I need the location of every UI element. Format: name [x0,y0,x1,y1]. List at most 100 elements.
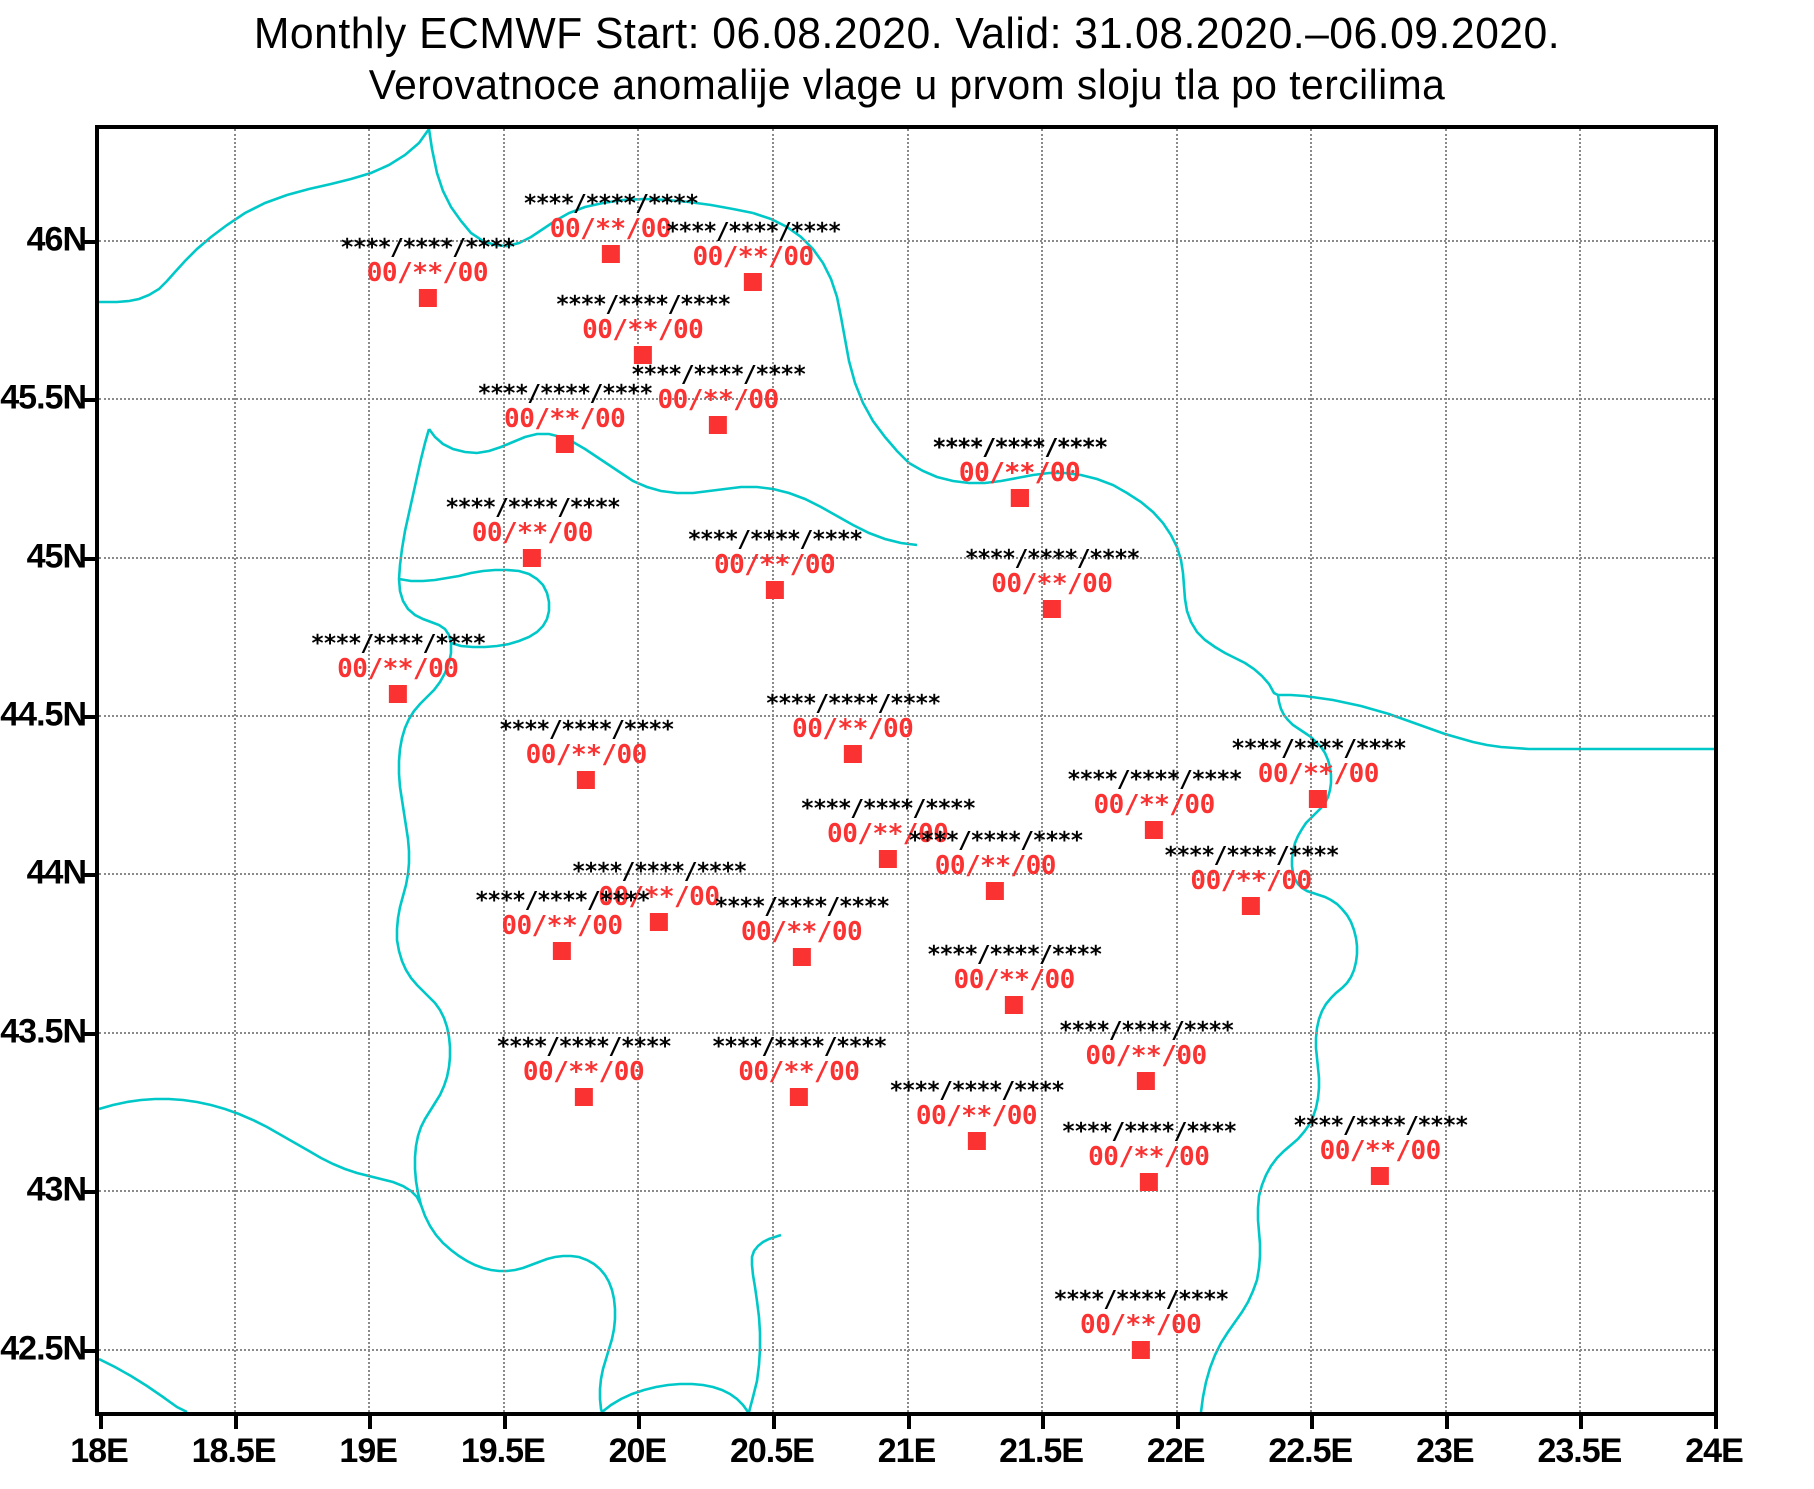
station-marker [986,881,1005,900]
x-axis-tick [771,1416,776,1429]
station-lower-tercile-label: 00/**/00 [598,882,720,913]
x-axis-label: 23E [1416,1432,1474,1470]
station-marker [1242,897,1261,916]
station-upper-tercile-label: ****/****/**** [714,894,890,921]
station-lower-tercile-label: 00/**/00 [549,213,672,244]
station-lower-tercile-label: 00/**/00 [471,518,594,548]
station-upper-tercile-label: ****/****/**** [908,827,1084,854]
vertical-gridline [1175,129,1178,1412]
vertical-gridline [502,129,505,1412]
station-marker [1145,821,1164,840]
station-marker [601,244,620,263]
station-lower-tercile-label: 00/**/00 [1190,866,1312,897]
horizontal-gridline [99,556,1714,559]
station-upper-tercile-label: ****/****/**** [927,941,1103,968]
station-probability-group: ****/****/**** 00/**/00 [445,497,621,567]
y-axis-label: 43N [26,1170,87,1209]
river-danube-nw [427,129,754,248]
station-lower-tercile-label: 00/**/00 [915,1100,1038,1131]
station-marker [523,549,542,567]
station-upper-tercile-label: ****/****/**** [932,434,1108,461]
station-probability-group: ****/****/**** 00/**/00 [1164,845,1340,916]
station-upper-tercile-label: ****/****/**** [687,526,863,553]
y-axis-label: 44.5N [0,695,87,734]
station-marker [388,685,407,704]
station-probability-group: ****/****/**** 00/**/00 [310,631,487,704]
vertical-gridline [1310,129,1313,1412]
x-axis-tick [637,1416,642,1429]
station-marker [765,580,784,599]
station-upper-tercile-label: ****/****/**** [964,545,1141,572]
station-upper-tercile-label: ****/****/**** [1231,735,1407,762]
y-axis-label: 44N [26,853,87,892]
y-axis-label: 42.5N [0,1329,87,1368]
station-lower-tercile-label: 00/**/00 [740,917,863,948]
station-upper-tercile-label: ****/****/**** [1293,1112,1469,1139]
border-west-hungary [99,129,431,304]
station-upper-tercile-label: ****/****/**** [474,887,651,914]
x-axis-tick [1444,1416,1449,1429]
station-probability-group: ****/****/**** 00/**/00 [496,1033,672,1106]
station-marker [418,289,437,308]
map-inner-canvas: ****/****/**** 00/**/00 ****/****/**** 00/*… [99,129,1714,1412]
x-axis-label: 23.5E [1537,1432,1622,1470]
station-upper-tercile-label: ****/****/**** [1058,1017,1235,1044]
station-probability-group: ****/****/**** 00/**/00 [932,434,1108,507]
station-probability-group: ****/****/**** 00/**/00 [932,436,1108,507]
horizontal-gridline [99,1190,1714,1193]
station-lower-tercile-label: 00/**/00 [713,549,836,580]
station-marker [843,745,862,764]
x-axis-label: 22.5E [1268,1432,1353,1470]
station-probability-group: ****/****/**** 00/**/00 [687,526,863,599]
station-probability-group: ****/****/**** 00/**/00 [908,827,1084,900]
vertical-gridline [368,129,371,1412]
x-axis-label: 18E [70,1432,128,1470]
x-axis-label: 19E [339,1432,397,1470]
vertical-gridline [637,129,640,1412]
station-upper-tercile-label: ****/****/**** [496,1033,672,1060]
x-axis-label: 20.5E [729,1432,815,1470]
station-marker [967,1131,986,1150]
vertical-gridline [906,129,909,1412]
figure-title-line-2: Verovatnoce anomalije vlage u prvom sloj… [368,61,1446,108]
horizontal-gridline [99,398,1714,401]
station-probability-group: ****/****/**** 00/**/00 [523,192,699,263]
station-probability-group: ****/****/**** 00/**/00 [477,380,654,453]
station-upper-tercile-label: ****/****/**** [1053,1286,1230,1313]
station-marker [792,948,811,967]
x-axis-tick [99,1416,103,1429]
station-upper-tercile-label: ****/****/**** [1061,1119,1238,1146]
station-probability-group: ****/****/**** 00/**/00 [499,718,675,789]
station-marker [1309,789,1328,808]
station-lower-tercile-label: 00/**/00 [692,242,814,273]
station-lower-tercile-label: 00/**/00 [1085,1040,1207,1071]
station-marker [1005,995,1024,1014]
horizontal-gridline [99,873,1714,876]
station-probability-group: ****/****/**** 00/**/00 [801,797,976,868]
station-lower-tercile-label: 00/**/00 [522,1056,645,1087]
horizontal-gridline [99,239,1714,242]
x-axis-label: 21E [877,1432,936,1470]
station-probability-group: ****/****/**** 00/**/00 [474,887,651,960]
map-plot-area: ****/****/**** 00/**/00 ****/****/**** 00/*… [95,125,1718,1416]
station-probability-group: ****/****/**** 00/**/00 [556,294,731,365]
x-axis-label: 24E [1685,1432,1743,1470]
x-axis-label: 19.5E [460,1432,546,1470]
station-upper-tercile-label: ****/****/**** [310,631,487,658]
station-lower-tercile-label: 00/**/00 [827,818,949,849]
horizontal-gridline [99,1348,1714,1351]
station-probability-group: ****/****/**** 00/**/00 [666,221,842,292]
station-lower-tercile-label: 00/**/00 [1080,1309,1202,1340]
y-axis-tick [82,398,95,403]
station-lower-tercile-label: 00/**/00 [504,403,626,434]
station-marker [1137,1071,1156,1090]
station-marker [633,346,652,365]
station-upper-tercile-label: ****/****/**** [477,380,654,407]
border-serbia-west-upper [395,428,617,1412]
station-lower-tercile-label: 00/**/00 [525,739,648,770]
vertical-gridline [1041,129,1044,1412]
horizontal-gridline [99,715,1714,718]
coast-adriatic [99,1357,188,1412]
station-probability-group: ****/****/**** 00/**/00 [572,861,747,932]
border-east-bulgaria [1199,694,1359,1412]
